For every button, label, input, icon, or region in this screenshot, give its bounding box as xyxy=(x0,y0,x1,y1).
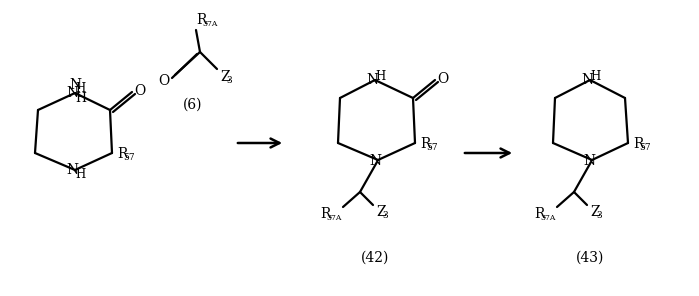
Text: 3: 3 xyxy=(382,211,388,220)
Text: 57: 57 xyxy=(426,143,438,152)
Text: (6): (6) xyxy=(183,98,203,112)
Text: N: N xyxy=(369,154,381,168)
Text: H: H xyxy=(590,70,600,83)
Text: N: N xyxy=(69,78,81,92)
Text: R: R xyxy=(420,137,431,151)
Text: N: N xyxy=(66,86,78,100)
Text: (42): (42) xyxy=(361,251,389,265)
Text: N: N xyxy=(66,163,78,177)
Text: N: N xyxy=(581,73,593,87)
Text: R: R xyxy=(633,137,643,151)
Text: R: R xyxy=(534,207,545,221)
Text: R: R xyxy=(320,207,331,221)
Text: (43): (43) xyxy=(576,251,604,265)
Text: 57: 57 xyxy=(639,143,651,152)
Text: 37A: 37A xyxy=(202,20,217,28)
Text: Z: Z xyxy=(376,205,386,219)
Text: H: H xyxy=(375,70,385,83)
Text: R: R xyxy=(196,13,206,27)
Text: Z: Z xyxy=(220,70,230,84)
Text: Z: Z xyxy=(590,205,600,219)
Text: 37A: 37A xyxy=(540,214,556,222)
Text: H: H xyxy=(75,83,85,96)
Text: N: N xyxy=(366,73,378,87)
Text: 57: 57 xyxy=(123,153,135,162)
Text: R: R xyxy=(117,147,127,161)
Text: 37A: 37A xyxy=(326,214,342,222)
Text: O: O xyxy=(159,74,170,88)
Text: O: O xyxy=(438,72,449,86)
Text: N: N xyxy=(583,154,595,168)
Text: O: O xyxy=(134,84,145,98)
Text: 3: 3 xyxy=(226,76,232,85)
Text: H: H xyxy=(75,92,86,105)
Text: H: H xyxy=(75,168,85,181)
Text: 3: 3 xyxy=(596,211,602,220)
